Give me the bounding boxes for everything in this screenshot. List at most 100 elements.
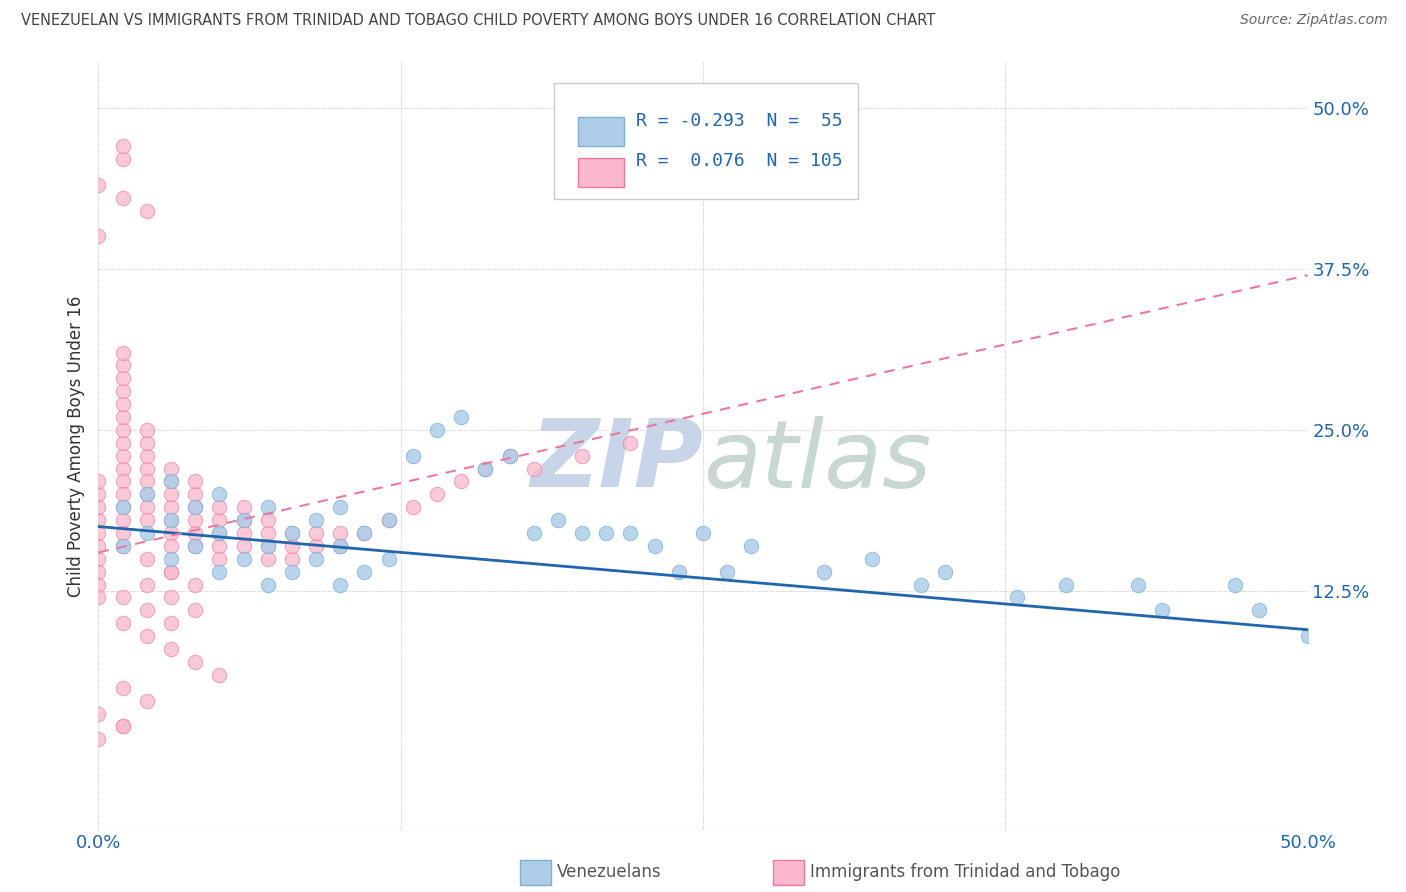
Point bbox=[111, 719, 134, 733]
Point bbox=[111, 152, 134, 166]
Point bbox=[692, 526, 714, 541]
Point bbox=[135, 435, 157, 450]
Point bbox=[160, 487, 183, 501]
Point bbox=[1128, 577, 1150, 591]
Text: atlas: atlas bbox=[703, 416, 931, 507]
Point bbox=[160, 616, 183, 631]
Point bbox=[111, 475, 134, 489]
Point bbox=[353, 565, 375, 579]
Point bbox=[232, 500, 254, 515]
Point bbox=[111, 371, 134, 385]
Text: ZIP: ZIP bbox=[530, 416, 703, 508]
Point bbox=[281, 526, 304, 541]
Point bbox=[160, 526, 183, 541]
Point bbox=[135, 513, 157, 527]
Point bbox=[87, 577, 110, 591]
Point bbox=[111, 409, 134, 424]
Point bbox=[135, 603, 157, 617]
Text: Source: ZipAtlas.com: Source: ZipAtlas.com bbox=[1240, 13, 1388, 28]
Point bbox=[281, 539, 304, 553]
Point bbox=[184, 487, 207, 501]
Point bbox=[160, 513, 183, 527]
Point bbox=[402, 500, 425, 515]
Point bbox=[426, 487, 449, 501]
Point bbox=[1296, 629, 1319, 643]
Point bbox=[523, 526, 546, 541]
Point bbox=[208, 500, 231, 515]
Point bbox=[402, 449, 425, 463]
Point bbox=[160, 565, 183, 579]
Point bbox=[135, 577, 157, 591]
Point bbox=[329, 539, 352, 553]
Point bbox=[1054, 577, 1077, 591]
FancyBboxPatch shape bbox=[554, 83, 858, 199]
Point bbox=[135, 487, 157, 501]
Point bbox=[135, 526, 157, 541]
Point bbox=[547, 513, 569, 527]
Point bbox=[160, 500, 183, 515]
Point bbox=[87, 539, 110, 553]
Point bbox=[111, 500, 134, 515]
Point bbox=[595, 526, 617, 541]
Text: Venezuelans: Venezuelans bbox=[557, 863, 661, 881]
Text: Immigrants from Trinidad and Tobago: Immigrants from Trinidad and Tobago bbox=[810, 863, 1121, 881]
Point bbox=[111, 461, 134, 475]
Point bbox=[498, 449, 520, 463]
Point bbox=[111, 500, 134, 515]
Point bbox=[668, 565, 690, 579]
Point bbox=[87, 591, 110, 605]
Point bbox=[377, 513, 399, 527]
Point bbox=[135, 693, 157, 707]
Point bbox=[474, 461, 496, 475]
Point bbox=[208, 487, 231, 501]
Point bbox=[87, 732, 110, 747]
Point bbox=[329, 577, 352, 591]
FancyBboxPatch shape bbox=[578, 158, 624, 186]
Point bbox=[450, 475, 472, 489]
Point bbox=[111, 539, 134, 553]
Point bbox=[256, 539, 278, 553]
Point bbox=[111, 423, 134, 437]
Point bbox=[305, 526, 328, 541]
Point bbox=[353, 526, 375, 541]
Point bbox=[305, 539, 328, 553]
Point bbox=[160, 513, 183, 527]
Point bbox=[1007, 591, 1029, 605]
Point bbox=[87, 229, 110, 244]
Point bbox=[87, 706, 110, 721]
Point bbox=[184, 603, 207, 617]
Text: R =  0.076  N = 105: R = 0.076 N = 105 bbox=[637, 153, 844, 170]
Point bbox=[135, 423, 157, 437]
Point bbox=[87, 565, 110, 579]
Point bbox=[135, 449, 157, 463]
Point bbox=[135, 461, 157, 475]
Point bbox=[208, 565, 231, 579]
Point bbox=[87, 178, 110, 192]
Point bbox=[256, 539, 278, 553]
Point bbox=[353, 526, 375, 541]
Point bbox=[208, 526, 231, 541]
Point bbox=[87, 487, 110, 501]
Point bbox=[281, 551, 304, 566]
Point bbox=[184, 539, 207, 553]
Point bbox=[160, 539, 183, 553]
Point bbox=[135, 475, 157, 489]
Point bbox=[860, 551, 883, 566]
Point bbox=[184, 655, 207, 669]
Point bbox=[160, 565, 183, 579]
Point bbox=[450, 409, 472, 424]
Point bbox=[111, 449, 134, 463]
Point bbox=[232, 526, 254, 541]
Point bbox=[111, 616, 134, 631]
Text: R = -0.293  N =  55: R = -0.293 N = 55 bbox=[637, 112, 844, 129]
Point bbox=[160, 475, 183, 489]
Point bbox=[716, 565, 738, 579]
Point bbox=[160, 551, 183, 566]
Point bbox=[232, 551, 254, 566]
Text: VENEZUELAN VS IMMIGRANTS FROM TRINIDAD AND TOBAGO CHILD POVERTY AMONG BOYS UNDER: VENEZUELAN VS IMMIGRANTS FROM TRINIDAD A… bbox=[21, 13, 935, 29]
Point bbox=[184, 539, 207, 553]
Point bbox=[934, 565, 956, 579]
Point bbox=[135, 500, 157, 515]
Point bbox=[184, 500, 207, 515]
Point bbox=[208, 526, 231, 541]
